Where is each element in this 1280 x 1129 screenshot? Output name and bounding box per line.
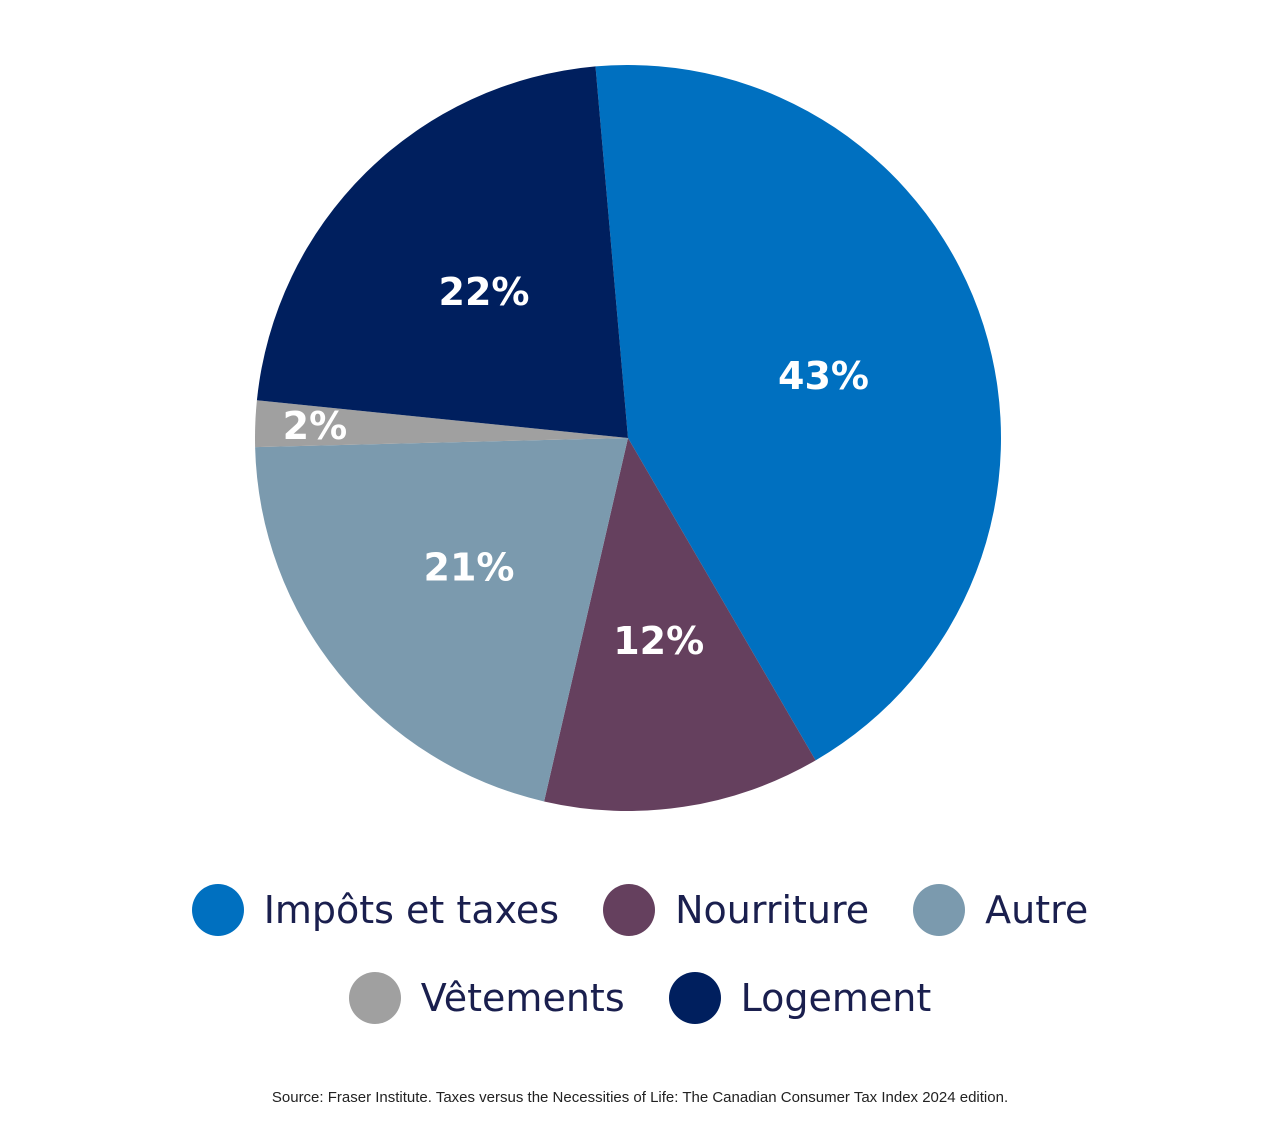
legend-swatch bbox=[668, 972, 721, 1024]
legend-swatch bbox=[191, 884, 244, 936]
pie-slices bbox=[254, 65, 1001, 811]
legend-label: Nourriture bbox=[675, 888, 870, 932]
pie-slice bbox=[256, 66, 628, 439]
legend-item-nourriture: Nourriture bbox=[603, 884, 869, 936]
legend-swatch bbox=[913, 884, 966, 936]
legend-item-impots: Impôts et taxes bbox=[191, 884, 560, 936]
legend-swatch bbox=[348, 972, 401, 1024]
legend-item-logement: Logement bbox=[668, 972, 932, 1024]
pie-slice-label: 21% bbox=[424, 546, 515, 590]
pie-slice-label: 22% bbox=[439, 270, 530, 314]
legend-item-autre: Autre bbox=[913, 884, 1088, 936]
legend-label: Impôts et taxes bbox=[263, 888, 560, 932]
pie-chart: 43% 12% 21% 2% 22% bbox=[254, 65, 1001, 811]
legend-item-vetements: Vêtements bbox=[348, 972, 625, 1024]
pie-slice-label: 43% bbox=[778, 354, 869, 398]
legend-row-2: Vêtements Logement bbox=[0, 972, 1280, 1024]
pie-slice bbox=[595, 65, 1001, 761]
legend-label: Vêtements bbox=[420, 976, 625, 1020]
pie-slice-label: 2% bbox=[283, 404, 348, 448]
legend-label: Autre bbox=[985, 888, 1089, 932]
pie-slice-label: 12% bbox=[613, 619, 704, 663]
legend-row-1: Impôts et taxes Nourriture Autre bbox=[0, 884, 1280, 936]
legend-swatch bbox=[603, 884, 656, 936]
legend-label: Logement bbox=[740, 976, 932, 1020]
pie-labels: 43% 12% 21% 2% 22% bbox=[283, 270, 869, 663]
pie-slice bbox=[255, 438, 629, 802]
source-note: Source: Fraser Institute. Taxes versus t… bbox=[271, 1089, 1009, 1106]
pie-slice bbox=[544, 438, 816, 811]
pie-slice bbox=[254, 400, 628, 448]
